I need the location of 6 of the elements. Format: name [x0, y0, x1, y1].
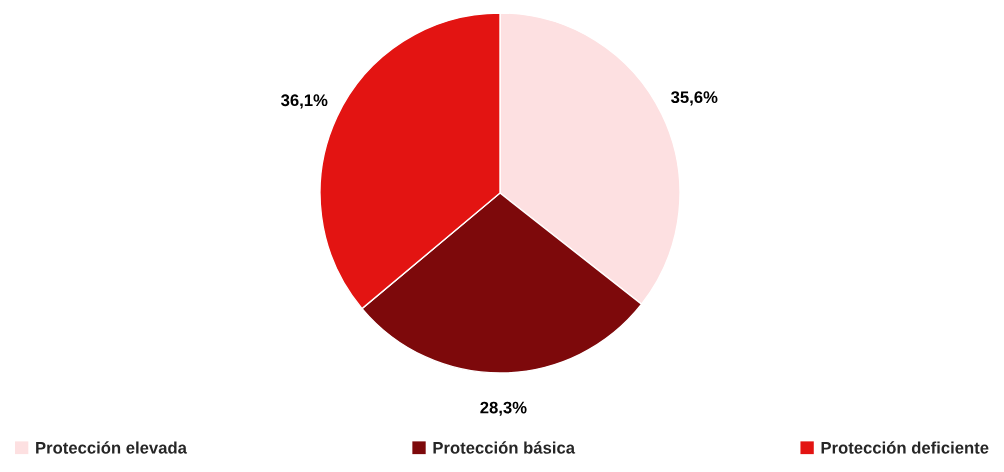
legend-label: Protección elevada [36, 441, 188, 454]
legend-label: Protección deficiente [821, 441, 989, 454]
data-label: 35,6% [671, 91, 718, 106]
data-label: 28,3% [480, 401, 527, 416]
legend-label: Protección básica [433, 441, 576, 454]
data-label: 36,1% [281, 94, 328, 109]
